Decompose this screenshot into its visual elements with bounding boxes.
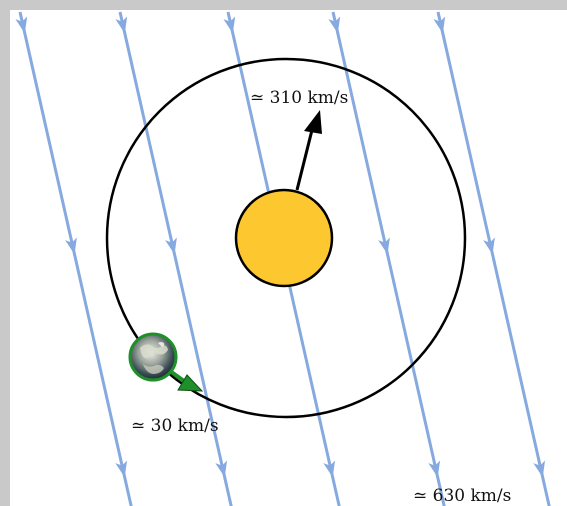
wind-streamline — [118, 11, 233, 506]
wind-arrowhead — [428, 460, 441, 478]
wind-streamline — [436, 11, 551, 506]
sun-velocity-label: ≃ 310 km/s — [250, 88, 348, 108]
wind-arrowhead — [328, 16, 341, 34]
wind-streamlines — [15, 11, 551, 506]
wind-arrowhead — [65, 237, 77, 255]
wind-velocity-label: ≃ 630 km/s — [413, 486, 511, 506]
earth-orbit — [105, 57, 467, 419]
wind-arrowhead — [433, 16, 446, 34]
wind-arrowhead — [533, 460, 546, 478]
wind-arrowhead — [223, 16, 236, 34]
earth-velocity-label: ≃ 30 km/s — [131, 416, 219, 436]
wind-arrowhead — [115, 16, 128, 34]
wind-arrowhead — [483, 237, 495, 255]
sun-icon — [234, 188, 334, 288]
wind-arrowhead — [323, 460, 336, 478]
wind-arrowhead — [15, 16, 28, 34]
wind-arrowhead — [215, 460, 228, 478]
wind-arrowhead — [115, 460, 128, 478]
wind-arrowhead — [378, 237, 390, 255]
earth-icon — [128, 332, 178, 382]
wind-arrowhead — [165, 237, 177, 255]
wind-streamline — [331, 11, 446, 506]
sun-velocity-arrow — [295, 110, 322, 191]
wind-streamline — [18, 11, 133, 506]
